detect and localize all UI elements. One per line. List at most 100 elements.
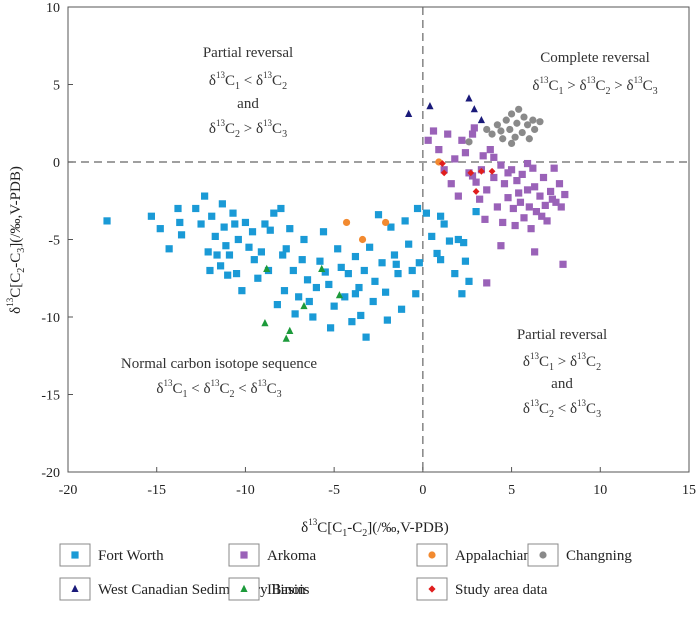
west-canadian-sedimentary-basin-point [470, 105, 478, 113]
y-tick-label: 10 [46, 1, 60, 16]
fort-worth-point [238, 287, 246, 295]
changning-point [507, 139, 516, 147]
arkoma-point [509, 204, 517, 213]
annotation-complete-reversal: Complete reversal δ13C1 > δ13C2 > δ13C3 [532, 50, 657, 97]
fort-worth-point [387, 223, 395, 231]
fort-worth-point [282, 245, 290, 253]
arkoma-point [513, 177, 521, 185]
fort-worth-point [392, 260, 400, 268]
fort-worth-point [254, 274, 262, 282]
fort-worth-point [280, 287, 289, 295]
fort-worth-point [165, 245, 173, 253]
changning-point [523, 121, 532, 129]
changning-point [511, 133, 519, 141]
arkoma-point [483, 186, 491, 194]
arkoma-point [543, 217, 551, 225]
fort-worth-point [405, 240, 413, 248]
illinois-point [282, 334, 290, 342]
y-axis-label: δ13C[C2-C3](/‰,V-PDB) [5, 166, 27, 314]
y-tick-label: 5 [53, 79, 60, 94]
y-tick-label: 0 [53, 156, 60, 171]
arkoma-point [541, 201, 549, 209]
arkoma-point [536, 192, 544, 200]
fort-worth-point [319, 228, 328, 236]
legend: Fort Worth Arkoma Appalachian ChangningWest… [59, 543, 632, 601]
fort-worth-point [289, 266, 297, 275]
changning-point [507, 110, 516, 118]
fort-worth-point [177, 231, 186, 239]
fort-worth-point [197, 220, 205, 228]
fort-worth-point [295, 293, 303, 301]
fort-worth-point [103, 217, 111, 225]
fort-worth-point [433, 249, 441, 258]
fort-worth-point [211, 232, 219, 240]
fort-worth-point [397, 305, 406, 313]
fort-worth-point [241, 218, 250, 227]
legend-marker-west-canadian-sedimentary-basin [71, 584, 79, 592]
fort-worth-point [303, 276, 312, 284]
arkoma-point [511, 221, 519, 230]
legend-marker-study-area-data [428, 585, 436, 593]
arkoma-point [479, 152, 487, 160]
fort-worth-point [270, 209, 278, 217]
fort-worth-point [412, 290, 420, 298]
legend-item-illinois: Illinois [228, 577, 310, 601]
arkoma-point [516, 198, 525, 206]
fort-worth-point [216, 262, 225, 270]
legend-label: Appalachian [455, 548, 531, 564]
fort-worth-point [298, 256, 306, 264]
arkoma-point [523, 159, 532, 168]
series-study-area-data [438, 160, 496, 195]
fort-worth-point [250, 256, 258, 264]
fort-worth-point [351, 290, 360, 298]
fort-worth-point [204, 248, 212, 256]
fort-worth-point [428, 232, 436, 240]
fort-worth-point [437, 256, 445, 264]
arkoma-point [451, 155, 459, 163]
changning-point [497, 127, 505, 135]
west-canadian-sedimentary-basin-point [465, 94, 473, 102]
fort-worth-point [362, 333, 370, 341]
fort-worth-point [374, 211, 383, 219]
x-tick-label: 5 [508, 483, 515, 498]
legend-marker-changning [539, 551, 547, 559]
annotation-and: and [237, 96, 259, 112]
arkoma-point [454, 192, 462, 200]
changning-point [465, 138, 473, 146]
x-tick-label: 0 [419, 483, 426, 498]
arkoma-point [550, 164, 558, 172]
fort-worth-point [413, 204, 422, 213]
arkoma-point [472, 178, 480, 186]
fort-worth-point [461, 257, 470, 265]
illinois-point [300, 301, 308, 310]
fort-worth-point [225, 251, 234, 259]
fort-worth-point [344, 270, 352, 278]
x-tick-label: -5 [328, 483, 340, 498]
fort-worth-point [445, 237, 454, 245]
annotation-partial-reversal-left: Partial reversal δ13C1 < δ13C2 and δ13C2… [203, 45, 293, 140]
legend-label: Arkoma [267, 548, 316, 564]
legend-item-study-area-data: Study area data [416, 577, 548, 601]
legend-label: Fort Worth [98, 548, 164, 564]
fort-worth-point [300, 235, 308, 244]
fort-worth-point [334, 245, 342, 253]
arkoma-point [458, 136, 466, 144]
fort-worth-point [355, 283, 363, 292]
y-tick-label: -20 [41, 466, 60, 481]
annotation-line: δ13C1 > δ13C2 [523, 351, 601, 373]
fort-worth-point [371, 277, 379, 285]
annotation-line: δ13C2 < δ13C3 [523, 398, 601, 420]
annotation-line: δ13C1 > δ13C2 > δ13C3 [532, 75, 657, 97]
illinois-point [335, 291, 344, 299]
y-tick-label: -15 [41, 389, 60, 404]
annotation-line: δ13C1 < δ13C2 [209, 70, 287, 92]
fort-worth-point [408, 266, 416, 275]
fort-worth-point [273, 301, 281, 309]
changning-point [520, 113, 528, 121]
fort-worth-point [325, 280, 333, 289]
study-area-data-point [472, 188, 480, 195]
fort-worth-point [277, 204, 285, 213]
arkoma-point [476, 195, 484, 203]
legend-item-changning: Changning [527, 543, 632, 567]
changning-point [529, 116, 537, 124]
